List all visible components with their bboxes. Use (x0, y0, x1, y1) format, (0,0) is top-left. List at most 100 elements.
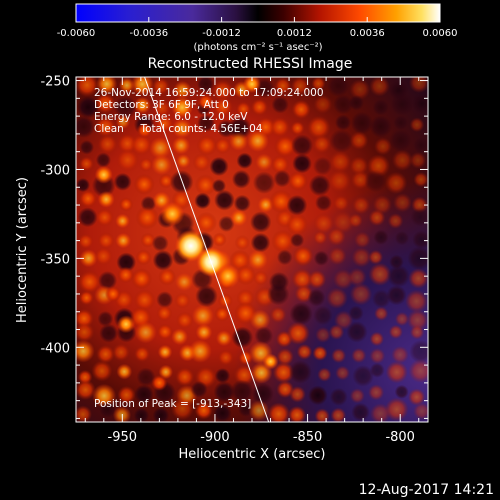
texture-blob (229, 131, 249, 151)
texture-blob (230, 379, 254, 403)
texture-blob (156, 323, 174, 340)
texture-blob (354, 231, 371, 249)
texture-blob (290, 121, 305, 136)
texture-blob (369, 347, 386, 364)
texture-blob (95, 152, 111, 168)
texture-blob (76, 115, 95, 138)
texture-blob (391, 346, 409, 364)
texture-blob (369, 77, 390, 97)
texture-blob (218, 215, 235, 233)
texture-blob (393, 115, 409, 131)
emission-source (105, 285, 122, 302)
texture-blob (170, 397, 194, 421)
texture-blob (313, 250, 329, 266)
colorbar: -0.0060 -0.0036 -0.0012 0.0012 0.0036 0.0060 … (57, 3, 458, 53)
texture-blob (269, 117, 290, 138)
texture-blob (116, 148, 140, 172)
texture-blob (230, 209, 248, 227)
texture-blob (348, 213, 363, 228)
texture-blob (327, 77, 350, 97)
texture-blob (134, 384, 154, 405)
texture-blob (133, 96, 151, 114)
texture-blob (171, 328, 188, 346)
x-axis-ticks: -950 -900 -850 -800 (84, 77, 420, 445)
texture-blob (231, 169, 251, 189)
texture-blob (174, 292, 191, 309)
texture-blob (368, 262, 392, 286)
texture-blob (213, 403, 232, 422)
texture-blob (408, 388, 426, 406)
texture-blob (369, 331, 385, 347)
x-tick-label: -950 (108, 430, 138, 445)
texture-blob (152, 77, 170, 96)
texture-blob (349, 156, 369, 176)
emission-source (160, 201, 185, 226)
texture-blob (195, 211, 218, 234)
texture-blob (253, 270, 269, 286)
texture-blob (412, 230, 428, 249)
peak-position-label: Position of Peak = [-913,-343] (94, 398, 251, 410)
texture-blob (175, 311, 194, 330)
texture-blob (313, 230, 328, 245)
colorbar-tick-label: -0.0060 (57, 28, 96, 39)
texture-blob (372, 289, 391, 309)
texture-blob (134, 321, 157, 344)
texture-blob (134, 346, 151, 362)
texture-blob (276, 249, 293, 266)
texture-blob (135, 205, 159, 230)
texture-blob (171, 96, 194, 119)
texture-blob (292, 153, 312, 174)
texture-blob (312, 134, 332, 154)
texture-blob (96, 345, 115, 364)
texture-blob (307, 288, 326, 307)
texture-blob (97, 190, 115, 208)
info-time-range: 26-Nov-2014 16:59:24.000 to 17:09:24.000 (94, 87, 324, 99)
texture-blob (368, 384, 385, 401)
texture-blob (286, 321, 310, 345)
texture-blob (255, 153, 273, 171)
texture-blob (171, 118, 193, 139)
texture-blob (308, 385, 328, 406)
x-axis-title: Heliocentric X (arcsec) (179, 447, 326, 462)
texture-blob (115, 114, 131, 130)
texture-blob (197, 77, 215, 93)
texture-blob (175, 367, 195, 387)
texture-blob (91, 360, 113, 382)
texture-blob (335, 365, 350, 381)
texture-blob (139, 157, 154, 172)
x-tick-label: -900 (200, 430, 230, 445)
emission-source (94, 165, 113, 184)
texture-blob (149, 137, 172, 160)
texture-blob (386, 285, 407, 306)
texture-blob (389, 129, 412, 152)
colorbar-tick-label: -0.0036 (129, 28, 168, 39)
texture-blob (175, 272, 194, 292)
x-tick-label: -850 (293, 430, 323, 445)
texture-blob (251, 382, 274, 405)
texture-blob (308, 174, 331, 197)
texture-blob (169, 170, 194, 194)
y-tick-label: -400 (40, 341, 70, 356)
texture-blob (196, 135, 218, 156)
texture-blob (197, 114, 216, 133)
texture-blob (394, 384, 409, 399)
texture-blob (286, 194, 308, 216)
emission-source (117, 315, 136, 334)
texture-blob (152, 249, 174, 271)
texture-blob (292, 245, 314, 267)
texture-blob (413, 137, 428, 154)
y-tick-label: -250 (40, 75, 70, 90)
texture-blob (406, 309, 428, 331)
texture-blob (76, 77, 99, 97)
texture-blob (95, 116, 117, 138)
y-axis-title: Heliocentric Y (arcsec) (15, 177, 30, 323)
texture-blob (214, 137, 232, 155)
texture-blob (113, 172, 132, 191)
texture-blob (156, 291, 174, 309)
texture-blob (130, 77, 154, 96)
texture-blob (413, 402, 428, 420)
texture-blob (115, 232, 132, 249)
y-tick-label: -300 (40, 163, 70, 178)
texture-blob (246, 129, 269, 152)
texture-blob (77, 233, 94, 250)
